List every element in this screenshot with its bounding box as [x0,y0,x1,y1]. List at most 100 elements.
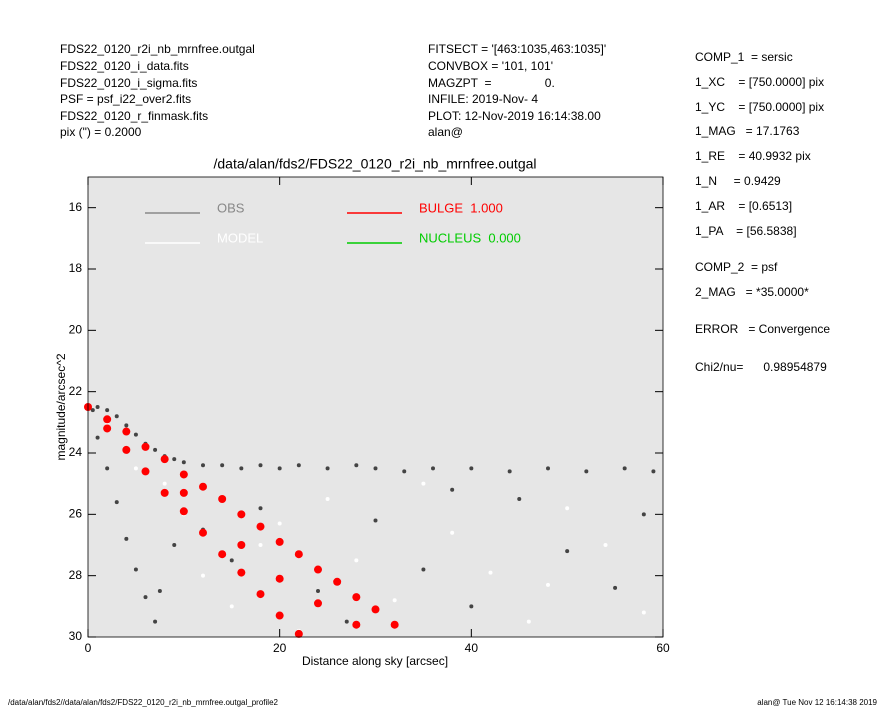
data-point [229,558,234,563]
data-point [352,620,361,629]
data-point [157,589,162,593]
data-point [469,604,474,609]
data-point [218,495,227,503]
data-point [275,574,284,583]
data-point [354,463,359,468]
data-point [526,619,531,624]
x-axis-label: Distance along sky [arcsec] [302,654,448,668]
data-point [354,558,359,563]
data-point [103,424,112,433]
data-point [402,469,407,474]
data-point [325,497,330,501]
data-point [256,522,265,531]
data-point [237,510,246,519]
data-point [296,463,301,468]
data-point [314,599,322,608]
fit-parameter: 1_N = 0.9429 [695,174,781,188]
data-point [294,550,303,559]
fit-parameter: COMP_2 = psf [695,260,778,274]
header-left-line: PSF = psf_i22_over2.fits [60,92,191,106]
y-tick-label: 28 [69,568,83,582]
legend-label: MODEL [217,230,263,245]
legend-label: BULGE 1.000 [419,200,503,215]
data-point [218,550,227,559]
header-left-line: FDS22_0120_i_sigma.fits [60,76,197,90]
data-point [237,541,246,549]
data-point [133,567,138,572]
data-point [103,415,112,424]
data-point [153,619,158,624]
data-point [314,565,322,574]
y-tick-label: 16 [69,200,83,214]
data-point [344,619,349,624]
data-point [201,573,205,578]
header-middle-line: FITSECT = '[463:1035,463:1035]' [428,42,606,56]
data-point [488,570,493,575]
data-point [371,605,380,614]
data-point [373,466,378,471]
data-point [258,543,263,547]
data-point [199,528,207,537]
data-point [450,487,455,492]
legend-label: OBS [217,200,245,215]
data-point [421,481,426,486]
data-point [124,536,129,541]
data-point [275,611,284,620]
data-point [275,537,284,546]
data-point [277,521,282,526]
data-point [172,543,177,547]
x-tick-label: 0 [85,641,92,655]
footer-right: alan@ Tue Nov 12 16:14:38 2019 [757,698,877,707]
header-middle-line: alan@ [428,125,463,139]
fit-parameter: ERROR = Convergence [695,322,830,336]
data-point [517,497,522,501]
header-middle-line: MAGZPT = 0. [428,76,555,90]
data-point [90,408,95,413]
data-point [105,466,110,471]
data-point [239,466,244,471]
fit-parameter: 1_PA = [56.5838] [695,224,797,238]
plot-background [88,177,663,637]
data-point [258,506,263,511]
y-tick-label: 18 [69,261,83,275]
data-point [141,442,150,451]
data-point [277,466,282,471]
header-left-line: FDS22_0120_r2i_nb_mrnfree.outgal [60,42,255,56]
fit-parameter: 1_MAG = 17.1763 [695,124,800,138]
data-point [179,507,188,516]
data-point [229,604,234,609]
fit-parameter: 1_AR = [0.6513] [695,199,792,213]
chart-title: /data/alan/fds2/FDS22_0120_r2i_nb_mrnfre… [214,156,537,172]
plot-frame [87,176,664,638]
fit-parameter: 2_MAG = *35.0000* [695,285,809,299]
legend-label: NUCLEUS 0.000 [419,230,521,245]
y-tick-label: 24 [69,445,83,459]
x-tick-label: 20 [273,641,287,655]
data-point [613,585,618,590]
data-point [237,568,246,577]
data-point [122,427,131,436]
data-point [431,466,435,471]
data-point [565,506,570,511]
data-point [141,467,150,476]
data-point [641,512,646,517]
data-point [390,620,399,629]
data-point [294,629,303,638]
data-point [201,463,205,468]
data-point [133,432,138,437]
footer-left: /data/alan/fds2//data/alan/fds2/FDS22_01… [8,698,279,707]
data-point [220,463,225,468]
data-point [392,598,397,603]
data-point [256,590,265,599]
data-point [179,470,188,479]
data-point [114,500,119,505]
data-point [95,435,100,440]
data-point [153,447,158,452]
data-point [105,408,110,413]
y-tick-label: 30 [69,629,83,643]
data-point [546,582,550,587]
x-tick-label: 60 [656,641,670,655]
data-point [199,482,207,491]
